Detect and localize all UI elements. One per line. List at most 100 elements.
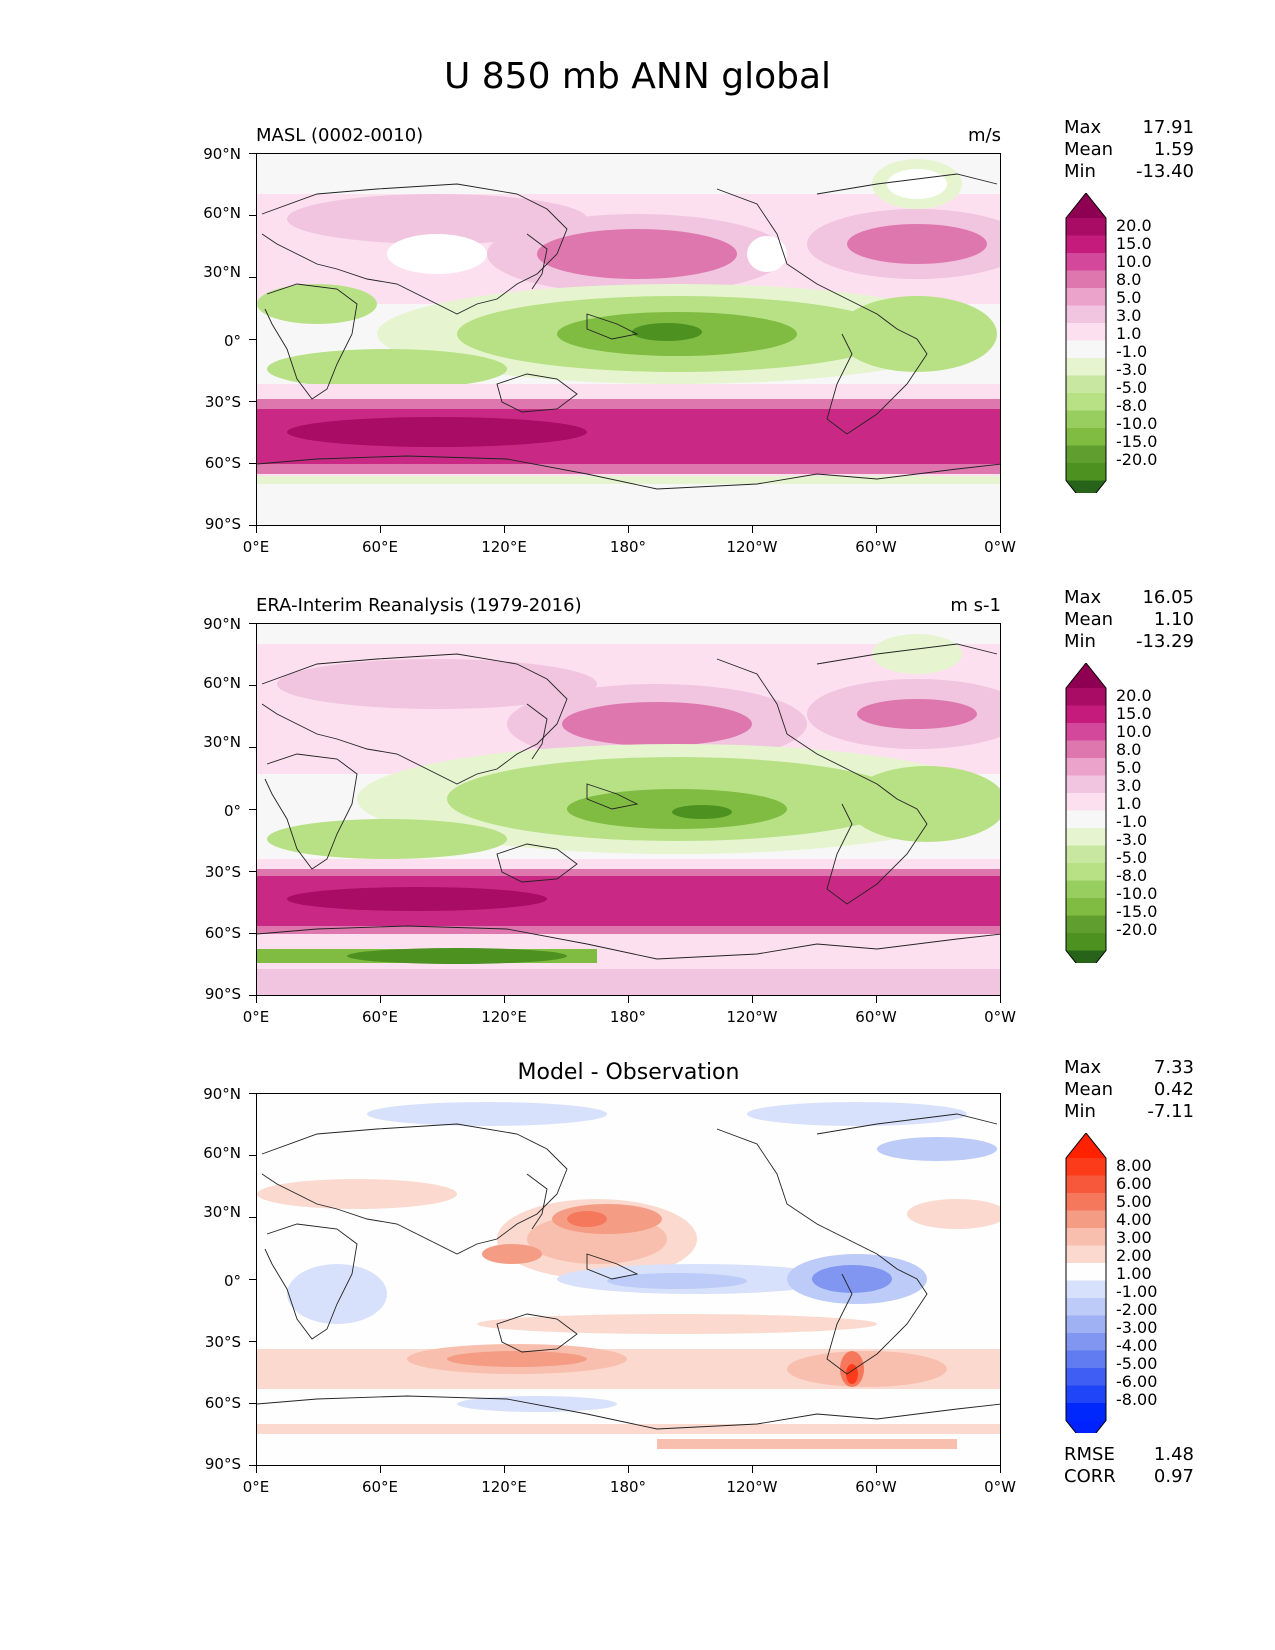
colorbar-segment [1066,915,1106,934]
y-tick-label: 0° [223,1272,241,1290]
colorbar-segment [1066,810,1106,829]
map-observation [256,623,1001,996]
y-tick-label: 90°S [204,1455,241,1473]
colorbar-segment [1066,1193,1106,1211]
colorbar-segment [1066,358,1106,376]
x-tick-label: 60°W [855,1478,897,1496]
colorbar-segment [1066,1158,1106,1176]
x-tick-label: 120°E [481,1008,527,1026]
x-tick-label: 0°E [242,538,270,556]
colorbar-segment [1066,270,1106,289]
x-tick-label: 120°W [726,538,778,556]
colorbar [1065,663,1107,963]
x-tick-label: 60°W [855,538,897,556]
colorbar-segment [1066,1245,1106,1264]
x-tick-label: 0°W [984,1478,1016,1496]
colorbar-extend-bottom [1066,950,1106,963]
colorbar-segment [1066,705,1106,724]
colorbar-extend-bottom [1066,480,1106,493]
panel-units: m s-1 [950,595,1001,616]
colorbar-segment [1066,775,1106,794]
colorbar-segment [1066,1350,1106,1369]
colorbar-segment [1066,235,1106,254]
colorbar-segment [1066,445,1106,464]
colorbar-extend-top [1066,1133,1106,1158]
colorbar-segment [1066,1333,1106,1351]
x-tick-label: 0°E [242,1478,270,1496]
panel-title: Model - Observation [517,1060,740,1085]
x-tick-label: 180° [609,1478,647,1496]
y-tick-label: 30°N [203,1203,241,1221]
colorbar-segment [1066,828,1106,846]
colorbar-segment [1066,410,1106,429]
colorbar-segment [1066,305,1106,324]
colorbar-segment [1066,1210,1106,1229]
colorbar-segment [1066,863,1106,881]
map-model [256,153,1001,526]
y-tick-label: 60°N [203,1144,241,1162]
colorbar-segment [1066,898,1106,916]
colorbar-segment [1066,1403,1106,1421]
colorbar-segment [1066,288,1106,306]
x-tick-label: 120°E [481,538,527,556]
colorbar-segment [1066,740,1106,759]
colorbar-segment [1066,375,1106,394]
x-tick-label: 0°W [984,1008,1016,1026]
colorbar-segment [1066,793,1106,811]
y-tick-label: 30°S [204,393,241,411]
y-tick-label: 90°N [203,615,241,633]
y-tick-label: 90°N [203,145,241,163]
colorbar-outline [1065,663,1107,963]
colorbar-segment [1066,1228,1106,1246]
y-tick-label: 30°S [204,863,241,881]
colorbar-segment [1066,218,1106,236]
colorbar-segment [1066,1315,1106,1334]
y-tick-label: 30°N [203,733,241,751]
colorbar-segment [1066,1280,1106,1299]
colorbar-segment [1066,463,1106,481]
panel-title: MASL (0002-0010) [256,125,424,146]
colorbar-extend-top [1066,193,1106,218]
y-tick-label: 90°S [204,515,241,533]
colorbar-segment [1066,253,1106,271]
panel-units: m/s [968,125,1001,146]
colorbar-segment [1066,1298,1106,1316]
colorbar [1065,193,1107,493]
y-tick-label: 90°S [204,985,241,1003]
colorbar-segment [1066,933,1106,951]
colorbar-segment [1066,880,1106,899]
x-tick-label: 180° [609,1008,647,1026]
y-tick-label: 30°N [203,263,241,281]
y-tick-label: 60°S [204,924,241,942]
colorbar-segment [1066,758,1106,776]
map-difference [256,1093,1001,1466]
colorbar-segment [1066,340,1106,359]
y-tick-label: 60°S [204,454,241,472]
colorbar-segment [1066,393,1106,411]
colorbar-segment [1066,723,1106,741]
figure-title: U 850 mb ANN global [443,56,832,97]
x-tick-label: 60°E [361,1008,399,1026]
colorbar-segment [1066,428,1106,446]
colorbar-segment [1066,1368,1106,1386]
x-tick-label: 120°W [726,1008,778,1026]
x-tick-label: 0°E [242,1008,270,1026]
y-tick-label: 0° [223,802,241,820]
y-tick-label: 60°N [203,204,241,222]
x-tick-label: 180° [609,538,647,556]
x-tick-label: 0°W [984,538,1016,556]
x-tick-label: 60°W [855,1008,897,1026]
stats-box: Max 16.05 Mean 1.10 Min -13.29 [1064,587,1194,652]
colorbar-segment [1066,323,1106,341]
colorbar-segment [1066,1385,1106,1404]
colorbar-outline [1065,193,1107,493]
colorbar [1065,1133,1107,1433]
rmse-corr-box: RMSE 1.48 CORR 0.97 [1064,1444,1194,1487]
y-tick-label: 60°S [204,1394,241,1412]
colorbar-segment [1066,1263,1106,1281]
y-tick-label: 0° [223,332,241,350]
y-tick-label: 30°S [204,1333,241,1351]
colorbar-segment [1066,1175,1106,1194]
x-tick-label: 120°E [481,1478,527,1496]
colorbar-segment [1066,845,1106,864]
